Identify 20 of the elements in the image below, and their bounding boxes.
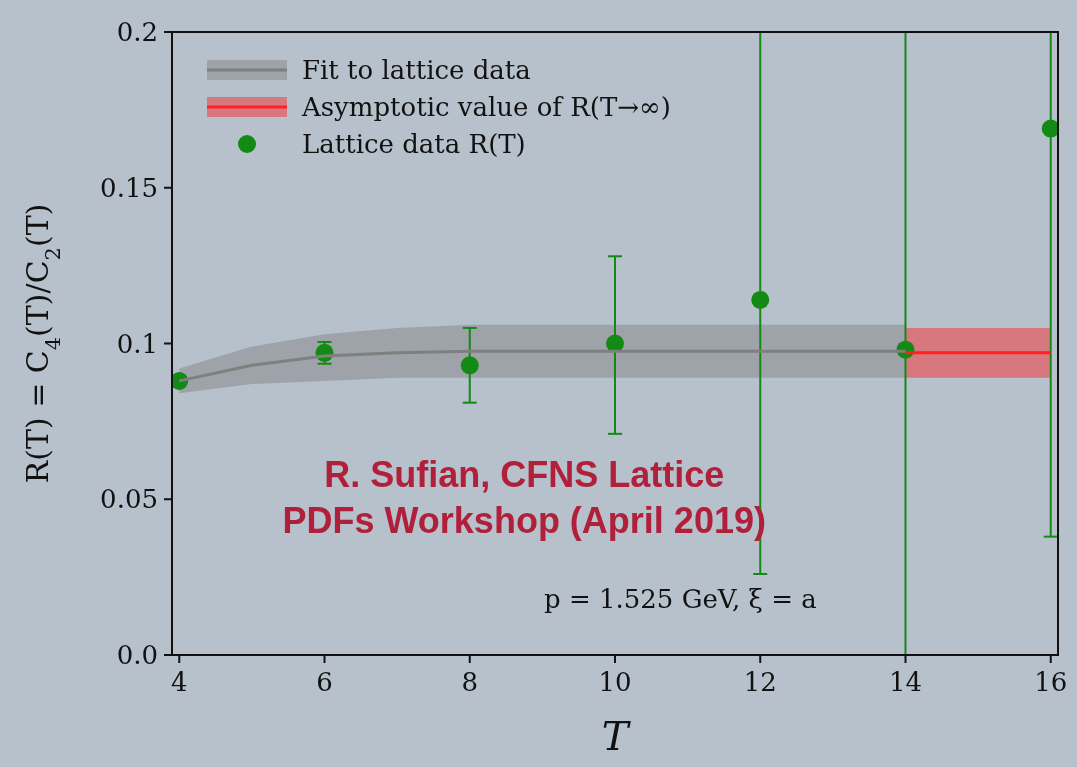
point: [1041, 119, 1058, 138]
y-tick-label: 0.2: [116, 17, 158, 47]
x-axis-title: T: [601, 713, 632, 759]
y-tick-label: 0.15: [100, 172, 158, 203]
x-tick-label: 10: [598, 667, 632, 697]
y-tick-label: 0.05: [100, 484, 158, 515]
point: [460, 356, 479, 375]
x-tick-label: 12: [743, 667, 777, 697]
legend-label: Fit to lattice data: [302, 55, 531, 85]
x-tick-label: 8: [461, 667, 479, 697]
legend-label: Asymptotic value of R(T→∞): [301, 92, 671, 122]
y-tick-label: 0.0: [116, 640, 158, 670]
x-tick-label: 16: [1034, 667, 1068, 697]
point: [751, 290, 770, 309]
x-tick-label: 6: [316, 667, 333, 697]
legend-label: Lattice data R(T): [302, 129, 526, 159]
annotation: p = 1.525 GeV, ξ = a: [544, 584, 817, 615]
x-tick-label: 4: [170, 667, 188, 697]
x-tick-label: 14: [888, 667, 923, 697]
y-tick-label: 0.1: [116, 328, 158, 359]
